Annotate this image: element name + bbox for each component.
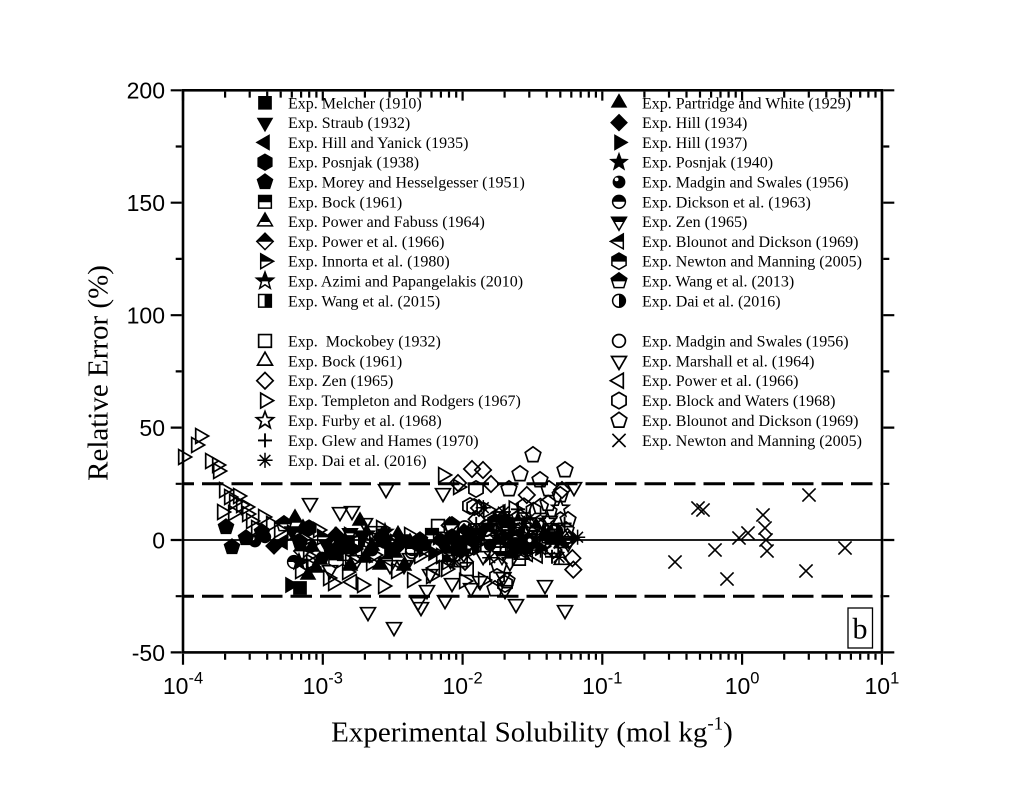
svg-text:Exp. Power et al. (1966): Exp. Power et al. (1966) bbox=[642, 373, 798, 390]
svg-text:150: 150 bbox=[127, 190, 165, 216]
svg-text:50: 50 bbox=[139, 415, 165, 441]
svg-text:Exp. Bock (1961): Exp. Bock (1961) bbox=[288, 194, 402, 211]
svg-text:Exp. Madgin and Swales (1956): Exp. Madgin and Swales (1956) bbox=[642, 175, 849, 192]
svg-text:Exp. Azimi and Papangelakis (2: Exp. Azimi and Papangelakis (2010) bbox=[288, 274, 523, 291]
svg-text:Exp. Mockobey (1932): Exp. Mockobey (1932) bbox=[288, 333, 441, 350]
svg-text:Exp. Zen (1965): Exp. Zen (1965) bbox=[642, 214, 747, 231]
svg-text:Exp. Block and Waters (1968): Exp. Block and Waters (1968) bbox=[642, 393, 835, 410]
svg-text:Exp. Dickson et al. (1963): Exp. Dickson et al. (1963) bbox=[642, 194, 811, 211]
svg-text:200: 200 bbox=[127, 78, 165, 104]
svg-text:Exp. Newton and Manning (2005): Exp. Newton and Manning (2005) bbox=[642, 433, 862, 450]
svg-text:100: 100 bbox=[127, 303, 165, 329]
svg-text:b: b bbox=[853, 613, 868, 646]
svg-text:Exp. Blounot and Dickson (1969: Exp. Blounot and Dickson (1969) bbox=[642, 234, 858, 251]
svg-text:Exp. Hill (1937): Exp. Hill (1937) bbox=[642, 135, 747, 152]
svg-text:Relative Error (%): Relative Error (%) bbox=[83, 265, 115, 481]
svg-text:Exp. Bock (1961): Exp. Bock (1961) bbox=[288, 353, 402, 370]
svg-text:Exp. Marshall et al. (1964): Exp. Marshall et al. (1964) bbox=[642, 353, 814, 370]
svg-text:0: 0 bbox=[152, 527, 165, 553]
svg-text:Exp. Templeton and Rodgers (19: Exp. Templeton and Rodgers (1967) bbox=[288, 393, 521, 410]
svg-text:Exp. Posnjak (1938): Exp. Posnjak (1938) bbox=[288, 155, 419, 172]
svg-text:Exp. Melcher (1910): Exp. Melcher (1910) bbox=[288, 95, 422, 112]
svg-text:Exp. Morey and Hesselgesser (1: Exp. Morey and Hesselgesser (1951) bbox=[288, 175, 525, 192]
svg-text:Experimental Solubility (mol k: Experimental Solubility (mol kg-1) bbox=[331, 714, 733, 749]
svg-text:Exp. Wang et al. (2015): Exp. Wang et al. (2015) bbox=[288, 293, 440, 310]
svg-text:Exp. Furby et al. (1968): Exp. Furby et al. (1968) bbox=[288, 413, 442, 430]
svg-text:Exp. Partridge and White (1929: Exp. Partridge and White (1929) bbox=[642, 95, 851, 112]
svg-text:Exp. Posnjak (1940): Exp. Posnjak (1940) bbox=[642, 155, 773, 172]
svg-text:Exp. Wang et al. (2013): Exp. Wang et al. (2013) bbox=[642, 274, 794, 291]
svg-text:Exp. Dai et al. (2016): Exp. Dai et al. (2016) bbox=[642, 293, 781, 310]
svg-text:Exp. Power and Fabuss (1964): Exp. Power and Fabuss (1964) bbox=[288, 214, 485, 231]
svg-text:Exp. Glew and Hames (1970): Exp. Glew and Hames (1970) bbox=[288, 433, 479, 450]
svg-text:Exp. Hill and Yanick (1935): Exp. Hill and Yanick (1935) bbox=[288, 135, 468, 152]
svg-text:Exp. Blounot and Dickson (1969: Exp. Blounot and Dickson (1969) bbox=[642, 413, 858, 430]
svg-text:Exp. Dai et al. (2016): Exp. Dai et al. (2016) bbox=[288, 453, 427, 470]
svg-text:Exp. Newton and Manning (2005): Exp. Newton and Manning (2005) bbox=[642, 254, 862, 271]
svg-text:-50: -50 bbox=[132, 640, 165, 666]
svg-text:Exp. Power et al. (1966): Exp. Power et al. (1966) bbox=[288, 234, 444, 251]
svg-text:Exp. Zen (1965): Exp. Zen (1965) bbox=[288, 373, 393, 390]
svg-text:Exp. Straub (1932): Exp. Straub (1932) bbox=[288, 115, 410, 132]
svg-text:Exp. Madgin and Swales (1956): Exp. Madgin and Swales (1956) bbox=[642, 333, 849, 350]
svg-text:Exp. Hill (1934): Exp. Hill (1934) bbox=[642, 115, 747, 132]
svg-text:Exp. Innorta et al. (1980): Exp. Innorta et al. (1980) bbox=[288, 254, 450, 271]
